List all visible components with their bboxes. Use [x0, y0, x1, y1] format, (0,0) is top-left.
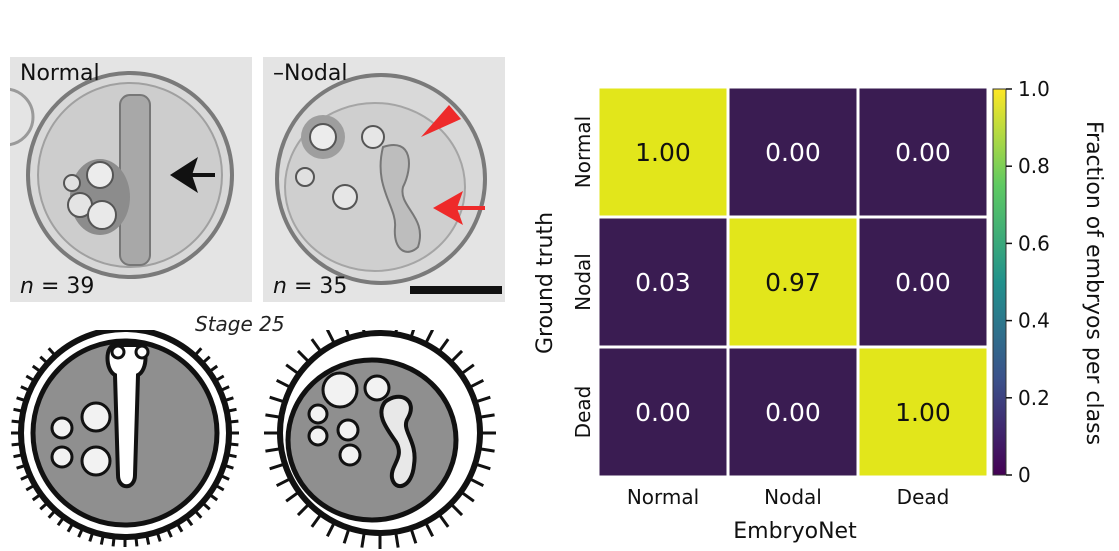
heatmap-cell: [856, 85, 990, 219]
heatmap-tick-labels: Normal Nodal Dead Normal Nodal Dead: [571, 116, 949, 509]
nodal-arrow-head: [433, 191, 463, 225]
nodal-schematic: [264, 330, 496, 549]
n-symbol: n: [20, 274, 34, 299]
colorbar-label: Fraction of embryos per class: [1081, 121, 1106, 445]
normal-n-value: 39: [66, 274, 95, 299]
cell-value-label: 0.00: [765, 398, 821, 427]
normal-panel-label: Normal: [20, 61, 100, 86]
n-symbol: n: [273, 274, 287, 299]
y-tick-label: Normal: [571, 116, 595, 188]
nodal-arrowhead-top: [421, 105, 461, 137]
nodal-sample-size: n = 35: [273, 274, 347, 299]
equals-sign: =: [33, 274, 67, 299]
nodal-panel-label: –Nodal: [273, 61, 348, 86]
scale-bar: [410, 286, 502, 294]
heatmap-cell: [596, 345, 730, 479]
y-tick-label: Dead: [571, 386, 595, 439]
colorbar-tick-label: 0.4: [1018, 309, 1050, 333]
heatmap-cell: [596, 85, 730, 219]
colorbar-tick-label: 0: [1018, 463, 1031, 487]
normal-sample-size: n = 39: [20, 274, 94, 299]
cell-value-label: 1.00: [635, 138, 691, 167]
x-tick-label: Nodal: [764, 485, 822, 509]
cell-value-label: 0.00: [765, 138, 821, 167]
x-tick-label: Dead: [897, 485, 950, 509]
colorbar-tick-label: 1.0: [1018, 77, 1050, 101]
cell-value-label: 1.00: [895, 398, 951, 427]
x-tick-label: Normal: [627, 485, 699, 509]
heatmap-cell: [856, 215, 990, 349]
cell-value-label: 0.00: [635, 398, 691, 427]
red-arrowhead-icon: [410, 105, 502, 294]
x-axis-label: EmbryoNet: [733, 519, 857, 544]
cell-value-label: 0.03: [635, 268, 691, 297]
cell-value-label: 0.97: [765, 268, 821, 297]
colorbar-tick-label: 0.2: [1018, 386, 1050, 410]
equals-sign: =: [286, 274, 320, 299]
heatmap-cells: 1.00 0.00 0.00 0.03 0.97 0.00 0.00 0.00 1.00: [596, 85, 990, 479]
normal-schematic: [11, 330, 239, 547]
colorbar-ticks: 0 0.2 0.4 0.6 0.8 1.0: [1006, 77, 1050, 487]
heatmap-cell: [596, 215, 730, 349]
cell-value-label: 0.00: [895, 138, 951, 167]
embryo-schematics: [11, 330, 496, 549]
photo-normal: [10, 57, 252, 302]
nodal-n-value: 35: [319, 274, 348, 299]
colorbar: [992, 88, 1007, 476]
y-axis-label: Ground truth: [533, 212, 558, 354]
heatmap-cell: [856, 345, 990, 479]
cell-value-label: 0.00: [895, 268, 951, 297]
heatmap-cell: [726, 215, 860, 349]
colorbar-tick-label: 0.6: [1018, 231, 1050, 255]
heatmap-cell: [726, 85, 860, 219]
y-tick-label: Nodal: [571, 253, 595, 311]
stage-label: Stage 25: [195, 312, 285, 336]
normal-embryo-image: [10, 71, 234, 279]
normal-arrow-head: [170, 157, 198, 193]
photo-nodal: [263, 57, 505, 302]
colorbar-tick-label: 0.8: [1018, 154, 1050, 178]
arrow-icon: [170, 157, 215, 193]
